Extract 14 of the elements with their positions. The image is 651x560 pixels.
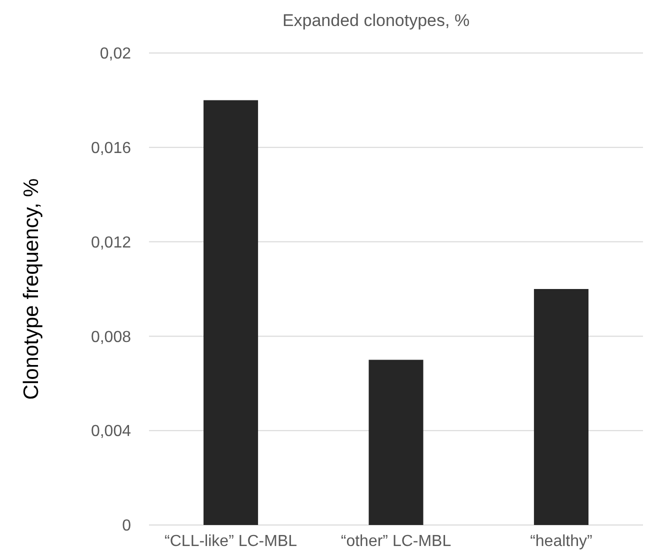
x-tick-label: “other” LC-MBL [340,533,452,550]
y-axis-title: Clonotype frequency, % [20,178,43,400]
y-tick-label: 0,016 [90,140,132,157]
y-tick-label: 0,004 [90,423,132,440]
y-tick-label: 0,02 [100,46,132,63]
bar [368,360,424,525]
bar [534,289,588,525]
y-tick-label: 0,008 [90,328,132,346]
y-tick-label: 0 [122,518,132,535]
x-tick-label: “healthy” [530,533,592,550]
x-tick-label: “CLL-like” LC-MBL [164,533,298,550]
chart-title: Expanded clonotypes, % [282,11,470,30]
y-tick-label: 0,012 [90,234,132,252]
bar [204,100,258,525]
